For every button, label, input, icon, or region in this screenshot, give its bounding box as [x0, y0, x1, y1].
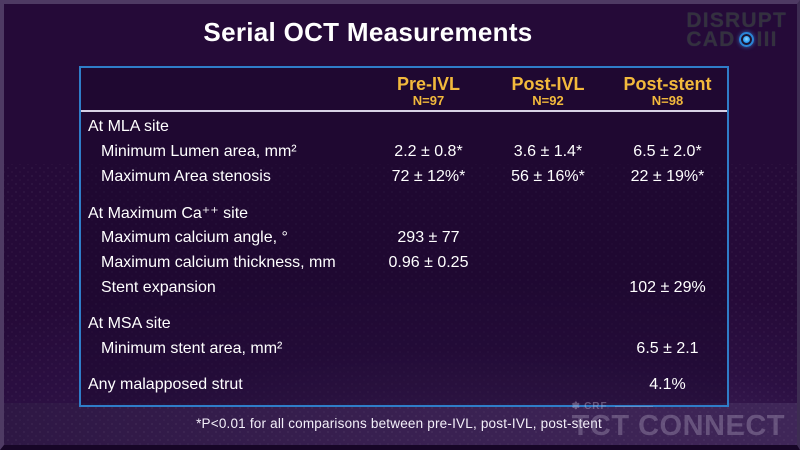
- spacer-row: [81, 361, 727, 372]
- header-pre-ivl: Pre-IVL N=97: [396, 73, 461, 108]
- section-row-max-ca: At Maximum Ca⁺⁺ site: [88, 204, 249, 222]
- header-empty-cell: [81, 87, 369, 91]
- header-post-ivl: Post-IVL N=92: [511, 73, 585, 108]
- crf-logo-line: ✽ CRF: [572, 401, 785, 412]
- table-row: Maximum calcium thickness, mm 0.96 ± 0.2…: [101, 253, 469, 271]
- tct-connect-watermark: ✽ CRF TCT CONNECT: [572, 401, 785, 441]
- section-row-msa: At MSA site: [88, 314, 171, 332]
- table-header-row: Pre-IVL N=97 Post-IVL N=92 Post-stent N=…: [81, 68, 727, 112]
- header-post-stent: Post-stent N=98: [623, 73, 712, 108]
- slide-title: Serial OCT Measurements: [203, 17, 533, 47]
- table-row: Maximum Area stenosis 72 ± 12%* 56 ± 16%…: [101, 167, 705, 185]
- oct-lens-icon: [738, 32, 754, 48]
- table-row: Stent expansion 102 ± 29%: [101, 278, 706, 296]
- logo-cad-text: CAD: [686, 28, 736, 52]
- spacer-row: [81, 189, 727, 200]
- section-row-mla: At MLA site: [88, 117, 169, 135]
- crf-flower-icon: ✽: [571, 401, 582, 412]
- significance-footnote: *P<0.01 for all comparisons between pre-…: [196, 416, 602, 431]
- oct-measurements-table: Pre-IVL N=97 Post-IVL N=92 Post-stent N=…: [79, 66, 729, 407]
- table-row: Maximum calcium angle, ° 293 ± 77: [101, 228, 460, 246]
- disrupt-cad-logo: DISRUPT CAD III: [686, 9, 787, 52]
- tct-connect-text: TCT CONNECT: [571, 410, 785, 442]
- logo-roman-numeral: III: [756, 28, 778, 52]
- table-row: Minimum Lumen area, mm² 2.2 ± 0.8* 3.6 ±…: [101, 142, 702, 160]
- table-row: Any malapposed strut 4.1%: [88, 375, 686, 393]
- logo-line1: DISRUPT: [686, 9, 787, 32]
- logo-line2: CAD III: [686, 28, 787, 52]
- spacer-row: [81, 300, 727, 311]
- table-body: At MLA site Minimum Lumen area, mm² 2.2 …: [81, 112, 727, 397]
- bottom-band: [4, 403, 797, 445]
- table-row: Minimum stent area, mm² 6.5 ± 2.1: [101, 339, 699, 357]
- crf-label: CRF: [584, 401, 608, 412]
- crf-rule: [614, 406, 653, 407]
